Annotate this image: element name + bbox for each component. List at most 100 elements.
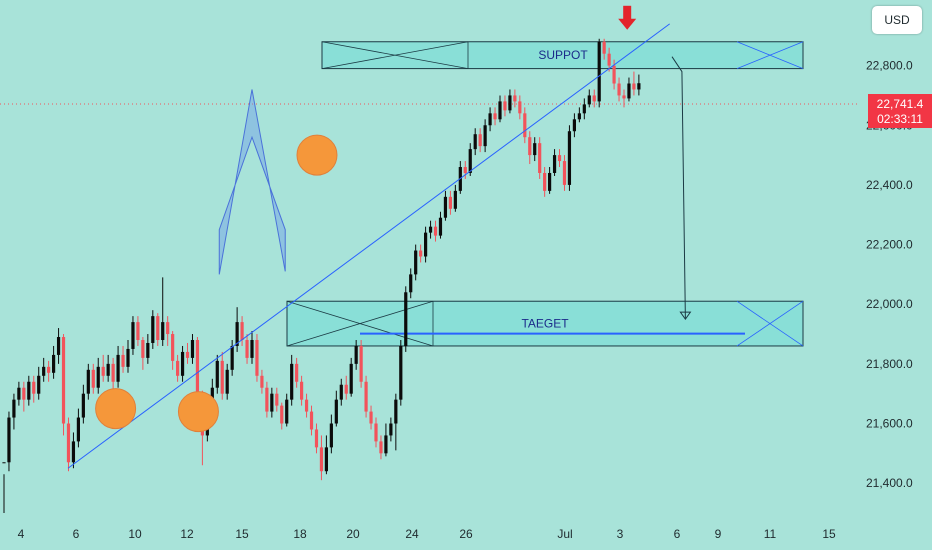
y-tick-label: 21,600.0: [866, 417, 913, 431]
candle: [166, 322, 170, 335]
candle: [404, 292, 408, 346]
candle: [280, 405, 284, 424]
candle: [339, 384, 343, 400]
candle: [354, 345, 358, 364]
candle: [478, 134, 482, 147]
candle: [225, 369, 229, 394]
x-tick-label: 6: [674, 527, 681, 541]
candle: [309, 411, 314, 430]
candle: [22, 387, 26, 400]
x-tick-label: 24: [405, 527, 419, 541]
candle: [473, 134, 477, 150]
resistance-zone-cross-b: [321, 41, 469, 69]
candle: [498, 101, 502, 120]
candle: [290, 363, 294, 400]
candle: [131, 322, 135, 349]
x-tick-label: 18: [293, 527, 307, 541]
candle: [66, 423, 71, 463]
candle: [136, 322, 140, 340]
candle: [503, 101, 507, 111]
candle: [71, 441, 76, 463]
candle: [7, 417, 11, 463]
candle: [230, 345, 234, 370]
candle: [37, 375, 41, 394]
candle: [86, 369, 90, 394]
candle: [577, 113, 581, 120]
candle: [443, 196, 448, 218]
candle: [617, 83, 621, 96]
candle: [557, 155, 562, 162]
candle: [538, 143, 542, 173]
candle: [612, 65, 616, 84]
currency-button[interactable]: USD: [872, 6, 922, 34]
candle: [101, 366, 105, 376]
y-tick-label: 22,800.0: [866, 59, 913, 73]
candle: [344, 384, 348, 394]
candle: [106, 363, 110, 376]
candle: [632, 83, 636, 90]
candle: [369, 411, 373, 424]
x-tick-label: 11: [764, 527, 777, 541]
candle: [146, 342, 150, 358]
candle: [523, 113, 527, 138]
candle: [414, 250, 418, 275]
candle: [52, 354, 56, 373]
candle: [17, 387, 21, 400]
price-tag-value: 22,741.4: [877, 97, 924, 111]
x-tick-label: Jul: [557, 527, 572, 541]
candle: [185, 351, 190, 358]
candle: [389, 423, 393, 436]
candle: [91, 369, 95, 388]
candle: [116, 354, 120, 382]
resistance-zone-cross-d: [736, 41, 804, 69]
candle: [76, 417, 80, 442]
candle: [448, 196, 452, 209]
x-tick-label: 4: [18, 527, 25, 541]
overlays-layer: [67, 5, 692, 469]
candle: [602, 41, 606, 54]
candle: [171, 334, 175, 361]
candle: [528, 137, 532, 156]
candle: [622, 95, 626, 99]
candle: [384, 435, 388, 454]
target-zone-box: [286, 300, 804, 347]
y-tick-label: 22,000.0: [866, 297, 913, 311]
candle: [428, 226, 433, 233]
candle: [548, 172, 552, 191]
candle: [240, 322, 244, 340]
candle: [364, 381, 368, 412]
candle: [190, 340, 195, 358]
candle: [374, 423, 378, 442]
candle: [587, 95, 591, 105]
price-tag-countdown: 02:33:11: [877, 112, 923, 126]
candle: [468, 149, 472, 173]
zones-layer: SUPPOT TAEGET: [286, 41, 804, 347]
candle: [314, 429, 319, 448]
candle: [300, 381, 304, 400]
candle: [151, 316, 155, 343]
candle: [597, 41, 601, 102]
resistance-zone-box: [321, 41, 804, 70]
candle: [552, 155, 557, 173]
candle: [582, 104, 586, 114]
y-tick-label: 22,200.0: [866, 238, 913, 252]
candle: [32, 381, 36, 394]
trendline: [67, 23, 670, 469]
candle: [260, 375, 264, 388]
x-tick-label: 10: [128, 527, 142, 541]
candle: [141, 340, 145, 358]
candle: [433, 226, 438, 236]
candle: [126, 348, 130, 367]
candle: [295, 363, 299, 382]
candle: [334, 399, 338, 424]
candle: [61, 337, 66, 424]
candle: [176, 360, 180, 376]
candle: [47, 366, 51, 373]
candle: [349, 363, 353, 394]
candle: [453, 190, 457, 209]
candle: [42, 366, 46, 376]
x-tick-label: 15: [822, 527, 836, 541]
y-tick-label: 21,400.0: [866, 476, 913, 490]
